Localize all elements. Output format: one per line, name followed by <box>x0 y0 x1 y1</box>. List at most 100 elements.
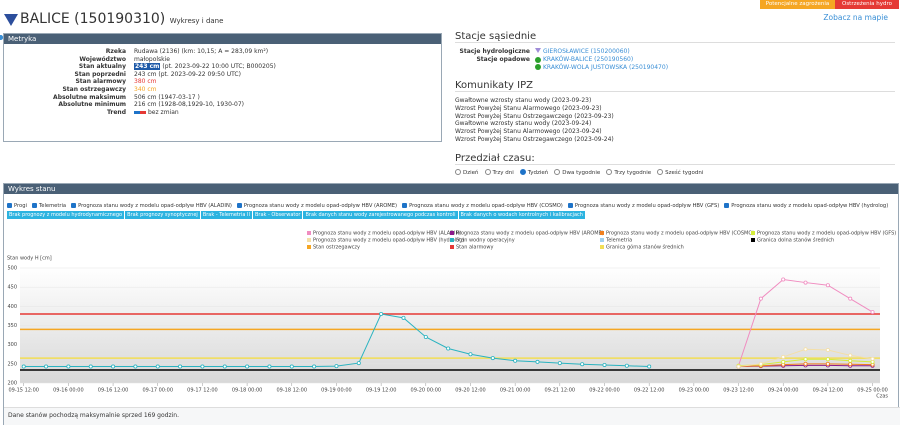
row-label: Absolutne maksimum <box>53 93 126 101</box>
legend-swatch <box>600 238 604 242</box>
label: Stacje hydrologiczne <box>459 48 531 55</box>
x-tick-label: 09-18 00:00 <box>232 388 263 394</box>
checkbox-label: Prognoza stanu wody z modelu opad-odpływ… <box>574 203 720 209</box>
row-value: 243 cm (pt. 2023-09-22 10:00 UTC; B000205… <box>134 63 276 71</box>
radio <box>606 169 613 175</box>
series-point <box>312 364 317 369</box>
badge[interactable]: Ostrzeżenia hydro <box>835 0 899 9</box>
series-point <box>758 296 763 301</box>
checkbox[interactable]: Prognoza stanu wody z modelu opad-odpływ… <box>236 203 398 209</box>
radio-option[interactable]: Sześć tygodni <box>657 169 703 176</box>
row-value: 243 cm (pt. 2023-09-22 09:50 UTC) <box>134 71 241 78</box>
checkbox-box <box>236 203 242 208</box>
series-point <box>401 315 406 320</box>
legend-label: Prognoza stanu wody z modelu opad-odpływ… <box>606 231 754 237</box>
series-point <box>557 361 562 366</box>
series-point <box>490 356 495 361</box>
checkbox-label: Prognoza stanu wody z modelu opad-odpływ… <box>409 203 563 209</box>
legend-label: Granica górna stanów średnich <box>606 244 684 251</box>
series-point <box>825 361 830 366</box>
series-point <box>178 364 183 369</box>
checkbox[interactable]: Prognoza stanu wody z modelu opad-odpływ… <box>402 203 563 209</box>
checkbox[interactable]: Prognoza stanu wody z modelu opad-odpływ… <box>567 203 720 209</box>
button[interactable]: Brak prognozy synoptycznej <box>125 211 200 219</box>
radio-label: Tydzień <box>527 169 549 176</box>
legend-label: Prognoza stanu wody z modelu opad-odpływ… <box>313 238 464 244</box>
series-point <box>513 358 518 363</box>
series-point <box>848 362 853 367</box>
x-tick-label: 09-19 12:00 <box>366 388 397 394</box>
radio-option[interactable]: Trzy dni <box>484 169 514 176</box>
x-tick-label: 09-23 00:00 <box>679 388 710 394</box>
map-link[interactable]: Zobacz na mapie <box>823 13 888 22</box>
series-point <box>736 364 741 369</box>
radio-option[interactable]: Trzy tygodnie <box>606 169 652 176</box>
badge: 243 cm <box>134 63 161 71</box>
value: 340 cm <box>134 86 157 93</box>
radio-option[interactable]: Tydzień <box>519 169 549 176</box>
y-tick-label: 500 <box>7 266 17 272</box>
radio-label: Dwa tygodnie <box>562 169 601 176</box>
value: 216 cm (1928-08,1929-10, 1930-07) <box>134 101 245 109</box>
series-point <box>870 356 875 361</box>
series-point <box>781 354 786 359</box>
x-tick-label: 09-24 12:00 <box>813 388 844 394</box>
button[interactable]: Brak prognozy z modelu hydrodynamicznego <box>7 211 125 219</box>
section-title: Stacje sąsiednie <box>455 31 895 43</box>
series-point <box>803 361 808 366</box>
y-axis-label: Stan wody H [cm] <box>7 256 52 262</box>
series-point <box>781 359 786 364</box>
radio-option[interactable]: Dwa tygodnie <box>554 169 601 176</box>
button[interactable]: Brak - Telemetria II <box>200 211 252 219</box>
radio <box>657 169 664 175</box>
value: (pt. 2023-09-22 10:00 UTC; B000205) <box>162 63 276 71</box>
checkbox-label: Prognoza stanu wody z modelu opad-odpływ… <box>243 203 398 209</box>
x-tick-label: 09-23 12:00 <box>723 388 754 394</box>
radio-label: Trzy dni <box>492 169 514 176</box>
message: Wzrost Powyżej Stanu Alarmowego (2023-09… <box>455 104 602 112</box>
checkbox[interactable]: Prognoza stanu wody z modelu opad-odpływ… <box>724 203 888 209</box>
x-tick-label: 09-25 00:00 <box>857 388 888 394</box>
series-point <box>758 361 763 366</box>
checkbox-label: Telemetria <box>38 203 67 209</box>
legend-swatch <box>307 245 311 249</box>
checkbox-box <box>71 203 77 208</box>
checkbox[interactable]: Prognoza stanu wody z modelu opad-odpływ… <box>71 203 232 209</box>
series-point <box>647 364 652 369</box>
series-point <box>803 347 808 352</box>
radio <box>455 169 461 175</box>
button[interactable]: Brak danych o wodach kontrolnych i kalib… <box>458 211 585 219</box>
series-point <box>803 357 808 362</box>
checkbox[interactable]: Telemetria <box>31 203 67 209</box>
legend-swatch <box>450 238 454 242</box>
badge[interactable]: Potencjalne zagrożenia <box>760 0 835 9</box>
legend-swatch <box>600 231 604 235</box>
series-point <box>624 363 629 368</box>
value: Rudawa (2136) (km: 10,15; A = 283,09 km²… <box>134 48 269 55</box>
metryka-panel: Metryka Rzeka Rudawa (2136) (km: 10,15; A… <box>0 33 442 142</box>
station-link[interactable]: KRAKÓW-BALICE (250190560) <box>543 56 634 63</box>
series-point <box>580 362 585 367</box>
series-point <box>423 334 428 339</box>
x-tick-label: 09-22 12:00 <box>634 388 665 394</box>
station-icon <box>535 64 541 70</box>
y-tick-label: 350 <box>7 323 17 329</box>
button[interactable]: Brak - Obserwator <box>252 211 303 219</box>
legend-label: Telemetria <box>605 238 632 244</box>
row-label: Stan ostrzegawczy <box>62 86 126 93</box>
x-tick-label: 09-17 00:00 <box>142 388 173 394</box>
button[interactable]: Brak danych stanu wody zarejestrowanego … <box>303 211 458 219</box>
station-link[interactable]: GIEROSŁAWICE (150200060) <box>543 48 630 55</box>
radio-label: Trzy tygodnie <box>614 169 652 176</box>
series-point <box>222 364 227 369</box>
checkbox[interactable]: Progi <box>7 203 27 209</box>
legend-swatch <box>751 238 755 242</box>
checkbox-box <box>724 203 730 208</box>
station-link[interactable]: KRAKÓW-WOLA JUSTOWSKA (250190470) <box>543 63 669 71</box>
x-tick-label: 09-17 12:00 <box>187 388 218 394</box>
x-tick-label: 09-21 12:00 <box>545 388 576 394</box>
row-label: Stan aktualny <box>78 63 126 71</box>
radio-option[interactable]: Dzień <box>455 169 479 176</box>
value: 380 cm <box>134 78 157 86</box>
